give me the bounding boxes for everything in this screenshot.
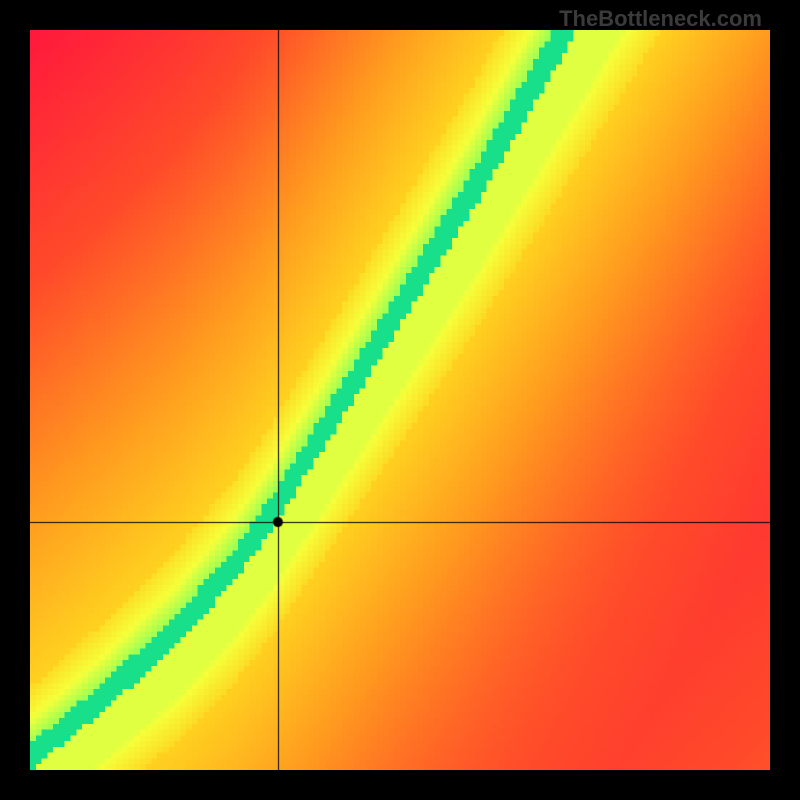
bottleneck-heatmap — [30, 30, 770, 770]
watermark-text: TheBottleneck.com — [559, 6, 762, 32]
chart-container: TheBottleneck.com — [0, 0, 800, 800]
